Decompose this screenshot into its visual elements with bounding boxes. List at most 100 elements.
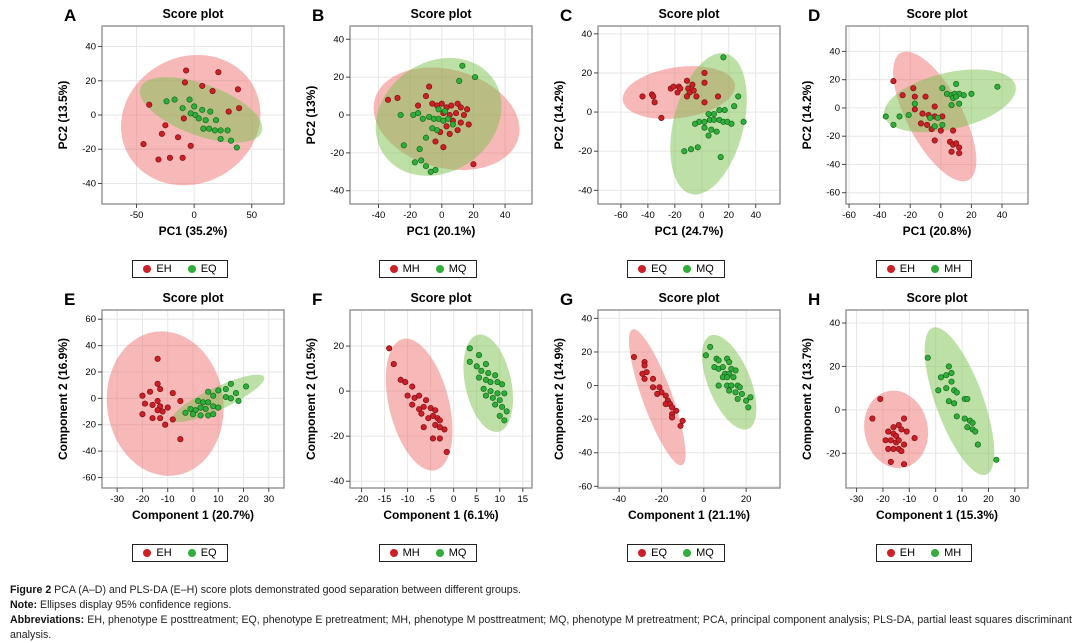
scatter-point-MQ (719, 364, 726, 371)
plot-border (349, 309, 533, 489)
scatter-point-EH (890, 78, 897, 85)
scatter-point-MQ (730, 374, 737, 381)
legend-G: EQ MQ (627, 544, 725, 562)
scatter-point-MH (390, 361, 397, 368)
scatter-point-EQ (656, 384, 663, 391)
plot-border (597, 25, 781, 205)
y-tick-label: 40 (85, 42, 96, 53)
scatter-point-EH (140, 141, 147, 148)
scatter-point-MH (457, 119, 464, 126)
scatter-point-MH (948, 102, 955, 109)
scatter-point-EQ (235, 397, 242, 405)
scatter-point-MH (432, 407, 439, 414)
legend-label: MH (944, 547, 962, 559)
scatter-point-MQ (708, 126, 715, 133)
caption-line-1: Figure 2 PCA (A–D) and PLS-DA (E–H) scor… (10, 583, 1072, 598)
scatter-point-MH (953, 389, 960, 396)
scatter-point-EQ (179, 105, 186, 112)
scatter-point-MH (905, 111, 912, 119)
scatter-point-MQ (747, 394, 754, 401)
scatter-point-MQ (489, 394, 496, 401)
scatter-point-MQ (702, 352, 709, 359)
x-tick-label: 40 (997, 210, 1008, 221)
score-plot-G: -40 -20 0 20 -60 -40 -20 0 20 40 Score plot Compone… (552, 291, 781, 522)
caption-line-2: Note: Ellipses display 95% confidence re… (10, 598, 1072, 613)
scatter-point-MQ (466, 345, 473, 352)
panel-H: H -30 -20 -10 0 10 20 30 -20 0 20 40 Score plot Compo… (800, 288, 1048, 562)
x-tick-label: 30 (264, 494, 275, 505)
y-tick-label: 40 (829, 46, 840, 57)
scatter-point-MH (446, 130, 453, 137)
x-tick-label: -20 (668, 210, 682, 221)
note-text: Ellipses display 95% confidence regions. (37, 599, 232, 612)
scatter-point-EH (154, 380, 161, 387)
scatter-point-EH (141, 400, 149, 407)
scatter-point-MH (465, 121, 472, 128)
scatter-point-MQ (501, 417, 508, 424)
scatter-point-MQ (466, 358, 473, 365)
scatter-point-MH (931, 123, 938, 130)
red-dot-icon (389, 265, 398, 273)
red-dot-icon (143, 549, 152, 557)
legend-label: EH (899, 547, 916, 559)
scatter-point-MH (443, 123, 450, 130)
x-tick-label: 15 (517, 494, 528, 505)
scatter-point-MH (890, 121, 897, 128)
scatter-point-MQ (485, 370, 492, 377)
score-plot-F: -20 -15 -10 -5 0 5 10 15 -40 -20 0 20 Score plot Comp… (304, 291, 533, 522)
scatter-point-EH (236, 105, 243, 112)
x-tick-label: 0 (190, 494, 195, 505)
y-tick-label: 0 (91, 110, 96, 121)
score-plot-B: -40 -20 0 20 40 -40 -20 0 20 40 Score plot PC1 (20.… (304, 7, 533, 238)
scatter-point-EH (166, 154, 174, 161)
scatter-point-MH (420, 403, 427, 410)
scatter-point-MH (993, 456, 1000, 463)
gridlines (102, 310, 284, 488)
red-dot-icon (389, 549, 398, 557)
green-dot-icon (683, 265, 692, 273)
scatter-point-MH (440, 144, 447, 151)
scatter-point-EQ (649, 384, 657, 391)
score-plot-H: -30 -20 -10 0 10 20 30 -20 0 20 40 Score plot Compon… (800, 291, 1029, 522)
scatter-point-MQ (743, 397, 750, 404)
scatter-point-EQ (639, 370, 646, 377)
scatter-point-EQ (641, 375, 648, 382)
scatter-point-EQ (205, 412, 212, 419)
scatter-point-EQ (182, 409, 189, 416)
legend-label: MQ (696, 547, 714, 559)
green-dot-icon (683, 549, 692, 557)
scatter-point-EH (882, 437, 889, 444)
x-tick-label: 0 (938, 210, 943, 221)
scatter-point-MQ (731, 103, 738, 110)
confidence-ellipse-MH (924, 327, 995, 476)
confidence-ellipse-MH (884, 69, 1016, 133)
scatter-point-MQ (432, 166, 439, 173)
x-tick-label: 0 (451, 494, 456, 505)
scatter-point-EQ (217, 135, 224, 143)
scatter-point-EH (169, 390, 176, 397)
legend-row: EH EQ (56, 544, 304, 562)
scatter-point-MH (429, 435, 436, 442)
panel-D: D -60 -40 -20 0 20 40 -60 -40 -20 0 20 40 Score plot P… (800, 4, 1048, 278)
scatter-point-MH (956, 100, 963, 107)
scatter-point-EQ (650, 93, 657, 100)
y-tick-label: 0 (587, 381, 592, 392)
y-tick-label: -40 (330, 476, 344, 487)
scatter-point-MH (404, 392, 411, 399)
scatter-point-EH (154, 355, 161, 362)
x-tick-label: -40 (641, 210, 655, 221)
y-tick-label: -20 (82, 144, 96, 155)
y-tick-label: 20 (333, 341, 344, 352)
legend-label: EQ (651, 547, 668, 559)
scatter-point-EQ (192, 111, 199, 119)
x-tick-label: -30 (850, 494, 864, 505)
scatter-point-EH (183, 67, 190, 74)
scatter-point-EQ (674, 89, 681, 96)
y-tick-label: 0 (339, 110, 344, 121)
scatter-point-MQ (701, 118, 708, 125)
scatter-point-EH (956, 150, 963, 157)
x-tick-label: 10 (494, 494, 505, 505)
scatter-point-EQ (202, 117, 209, 124)
scatter-point-MQ (687, 146, 695, 153)
scatter-point-EQ (679, 417, 686, 424)
